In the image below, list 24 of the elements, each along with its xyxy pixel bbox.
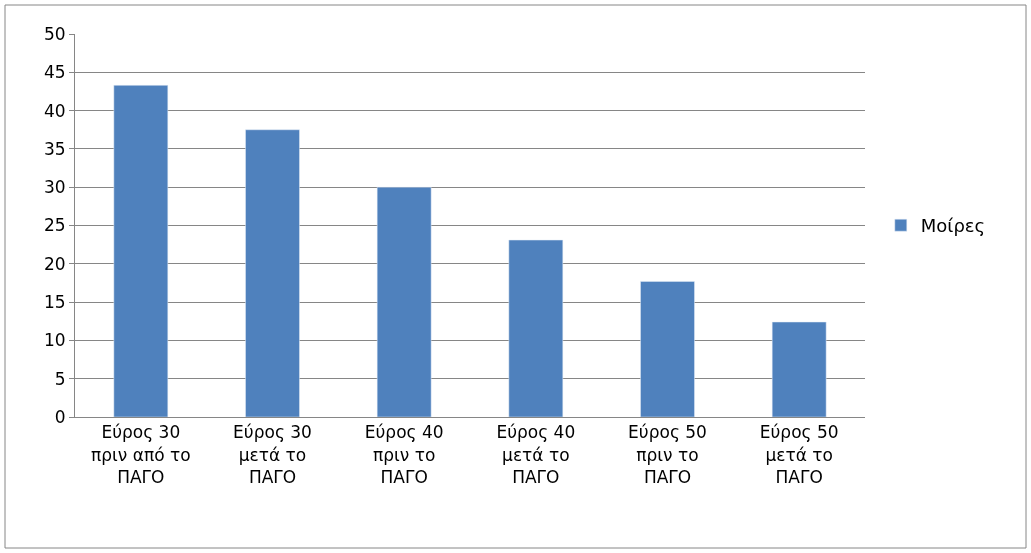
y-tick-label: 25	[43, 215, 66, 236]
y-tick-label: 20	[43, 253, 66, 274]
bar	[376, 186, 432, 417]
y-tick-label: 45	[43, 62, 66, 83]
bar	[508, 239, 564, 417]
x-tick-label: Εύρος 50 πριν το ΠΑΓΟ	[628, 422, 707, 487]
bar	[113, 85, 169, 417]
y-tick-label: 30	[43, 177, 66, 198]
y-tick-label: 50	[43, 23, 66, 44]
x-tick-label: Εύρος 30 πριν από το ΠΑΓΟ	[91, 422, 191, 487]
y-tick-label: 15	[43, 292, 66, 313]
y-tick-label: 35	[43, 138, 66, 159]
y-tick-label: 5	[54, 368, 66, 389]
x-tick-label: Εύρος 40 μετά το ΠΑΓΟ	[496, 422, 576, 487]
x-tick-label: Εύρος 40 πριν το ΠΑΓΟ	[364, 422, 444, 487]
y-tick-label: 40	[43, 100, 66, 121]
bar	[245, 129, 300, 417]
legend-label: Μοίρες	[920, 215, 986, 237]
x-tick-label: Εύρος 50 μετά το ΠΑΓΟ	[759, 422, 839, 487]
y-tick-label: 10	[43, 330, 66, 351]
y-tick-label: 0	[54, 406, 66, 427]
bar	[771, 321, 827, 417]
bar	[640, 281, 695, 417]
x-tick-label: Εύρος 30 μετά το ΠΑΓΟ	[233, 422, 312, 487]
